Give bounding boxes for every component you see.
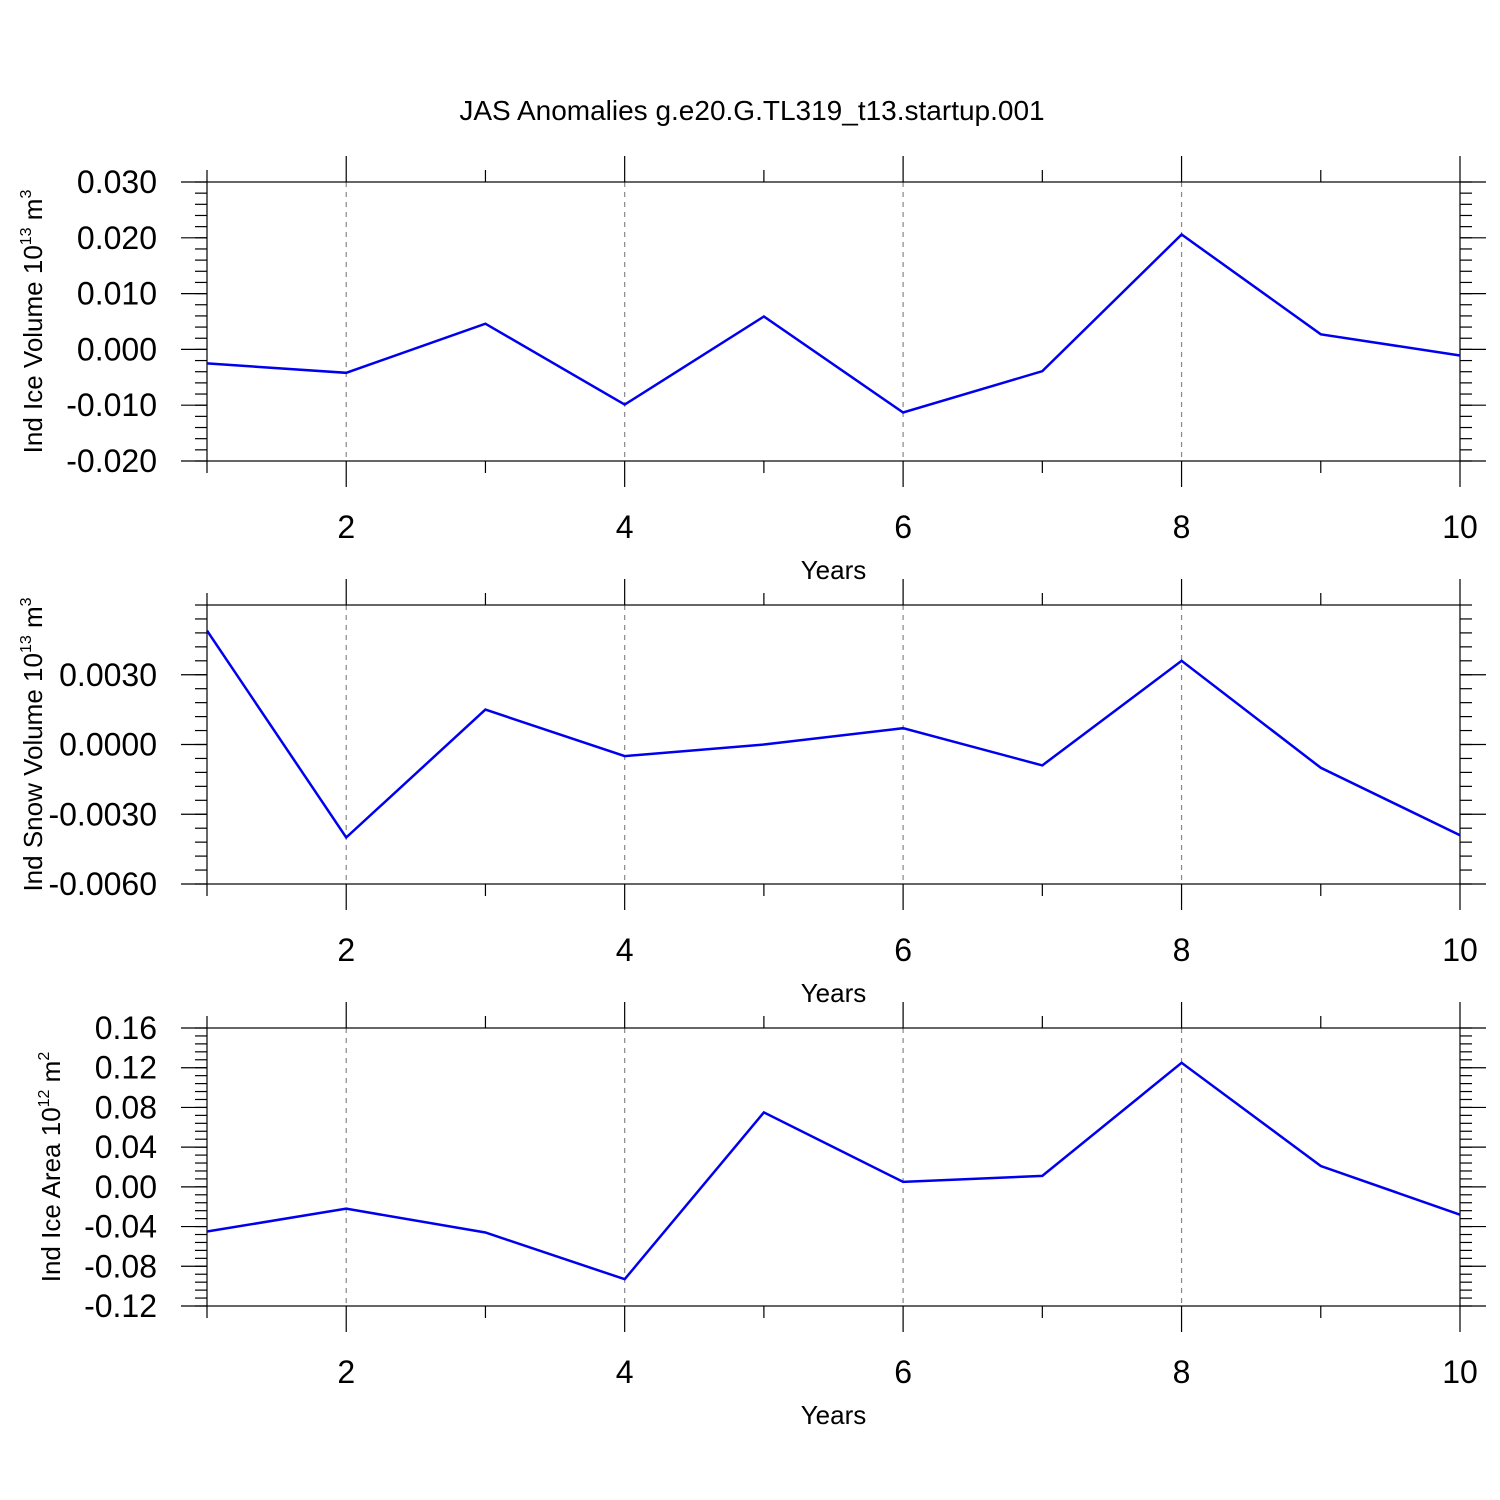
y-tick-label: 0.0030 — [59, 657, 157, 693]
x-axis-label: Years — [801, 978, 867, 1008]
x-tick-label: 6 — [894, 932, 912, 968]
y-axis-label: Ind Snow Volume 1013 m3 — [18, 597, 48, 891]
panel-snow-volume: 2 4 6 8 10 Years -0.0060 -0.0030 0.0000 0.0030 Ind… — [18, 579, 1486, 1008]
panel-ice-volume: 2 4 6 8 10 Years -0.020 -0.010 0.000 0.010 0.020 0.… — [18, 156, 1486, 585]
x-tick-label: 4 — [616, 932, 634, 968]
x-tick-label: 8 — [1173, 932, 1191, 968]
y-tick-label: -0.08 — [84, 1248, 157, 1284]
x-tick-label: 8 — [1173, 509, 1191, 545]
y-tick-label: -0.0060 — [48, 866, 157, 902]
x-tick-label: 2 — [337, 932, 355, 968]
x-tick-label: 10 — [1442, 509, 1478, 545]
series-line — [205, 629, 1461, 840]
y-tick-label: 0.010 — [77, 276, 157, 312]
x-tick-label: 6 — [894, 1354, 912, 1390]
y-tick-label: -0.12 — [84, 1288, 157, 1324]
x-tick-label: 2 — [337, 1354, 355, 1390]
y-tick-label: 0.000 — [77, 331, 157, 367]
x-axis-label: Years — [801, 1400, 867, 1430]
series-line — [206, 1061, 1461, 1281]
y-tick-label: -0.04 — [84, 1209, 157, 1245]
y-axis-label: Ind Ice Volume 1013 m3 — [18, 190, 48, 454]
y-tick-label: 0.00 — [95, 1169, 157, 1205]
y-tick-label: 0.020 — [77, 220, 157, 256]
y-tick-label: 0.0000 — [59, 727, 157, 763]
plot-frame — [206, 181, 1461, 462]
y-tick-label: 0.04 — [95, 1129, 157, 1165]
x-axis-label: Years — [801, 555, 867, 585]
series-line — [206, 232, 1461, 414]
plot-frame — [206, 604, 1461, 885]
y-tick-label: -0.010 — [66, 387, 157, 423]
plot-frame — [206, 1027, 1461, 1307]
x-tick-label: 2 — [337, 509, 355, 545]
y-tick-label: 0.16 — [95, 1010, 157, 1046]
y-tick-label: 0.08 — [95, 1089, 157, 1125]
y-tick-label: 0.030 — [77, 164, 157, 200]
x-tick-label: 8 — [1173, 1354, 1191, 1390]
chart-title: JAS Anomalies g.e20.G.TL319_t13.startup.… — [459, 95, 1044, 126]
x-tick-label: 4 — [616, 1354, 634, 1390]
y-axis-label: Ind Ice Area 1012 m2 — [36, 1052, 66, 1283]
y-tick-label: -0.020 — [66, 443, 157, 479]
x-tick-label: 10 — [1442, 932, 1478, 968]
y-tick-label: -0.0030 — [48, 796, 157, 832]
x-tick-label: 10 — [1442, 1354, 1478, 1390]
panel-ice-area: 2 4 6 8 10Years-0.12-0.08-0.040.000.040.080.… — [36, 1002, 1486, 1430]
y-tick-label: 0.12 — [95, 1050, 157, 1086]
x-tick-label: 6 — [894, 509, 912, 545]
x-tick-label: 4 — [616, 509, 634, 545]
